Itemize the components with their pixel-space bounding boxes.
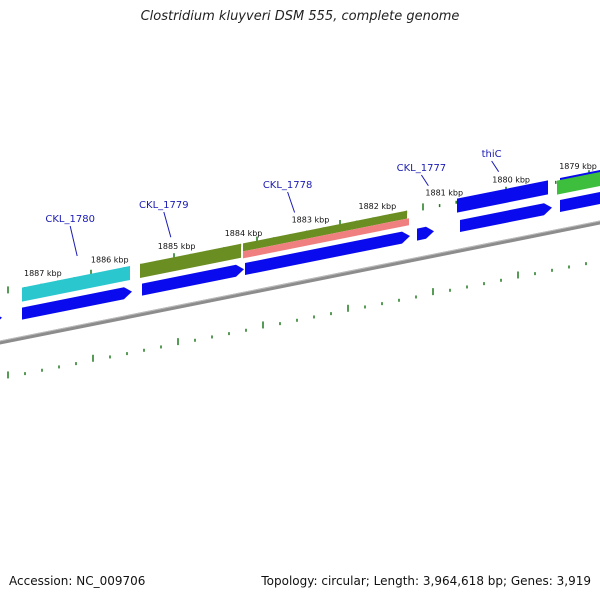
gene-label: CKL_1778	[263, 180, 313, 191]
kbp-label: 1879 kbp	[559, 162, 597, 171]
kbp-label: 1885 kbp	[158, 242, 196, 251]
kbp-label: 1884 kbp	[225, 229, 263, 238]
kbp-label: 1883 kbp	[292, 215, 330, 224]
backbone-line	[0, 220, 600, 345]
gene-leader-line	[163, 211, 172, 238]
gene-leader-line	[69, 225, 78, 257]
feature-bar-teal	[22, 266, 130, 302]
kbp-label: 1880 kbp	[492, 175, 530, 184]
cds-block	[457, 180, 548, 213]
kbp-label: 1887 kbp	[24, 269, 62, 278]
feature-bar-olive	[140, 243, 241, 278]
cds-arrow	[0, 316, 2, 320]
backbone-track	[0, 220, 600, 345]
kbp-label: 1886 kbp	[91, 256, 129, 265]
gene-leader-line	[420, 174, 429, 186]
kbp-labels: 1887 kbp 1886 kbp 1885 kbp 1884 kbp 1883 kbp…	[24, 162, 597, 278]
cds-arrow	[22, 287, 132, 320]
tick-row-lower	[7, 262, 587, 379]
feature-bar-green	[557, 172, 600, 195]
backbone-highlight	[0, 220, 600, 342]
genome-summary: Topology: circular; Length: 3,964,618 bp…	[261, 574, 591, 588]
cds-arrow	[460, 203, 552, 232]
kbp-label: 1882 kbp	[359, 202, 397, 211]
gene-leader-line	[287, 191, 296, 213]
gene-label: CKL_1780	[45, 214, 95, 225]
cds-arrow	[245, 231, 410, 275]
gene-label: CKL_1779	[139, 200, 189, 211]
feature-bar-olive	[243, 210, 407, 252]
gene-labels: CKL_1780 CKL_1779 CKL_1778 CKL_1777 thiC	[45, 149, 502, 257]
feature-track	[0, 170, 600, 320]
cds-arrow	[142, 264, 244, 296]
map-title: Clostridium kluyveri DSM 555, complete g…	[140, 9, 460, 24]
gene-leader-line	[491, 160, 500, 172]
cds-arrow	[560, 192, 600, 212]
gene-label: thiC	[482, 149, 502, 160]
feature-bar-pink	[243, 218, 409, 259]
accession-label: Accession: NC_009706	[9, 574, 146, 588]
gene-label: CKL_1777	[397, 163, 447, 174]
kbp-label: 1881 kbp	[425, 189, 463, 198]
cds-arrow	[417, 226, 434, 241]
